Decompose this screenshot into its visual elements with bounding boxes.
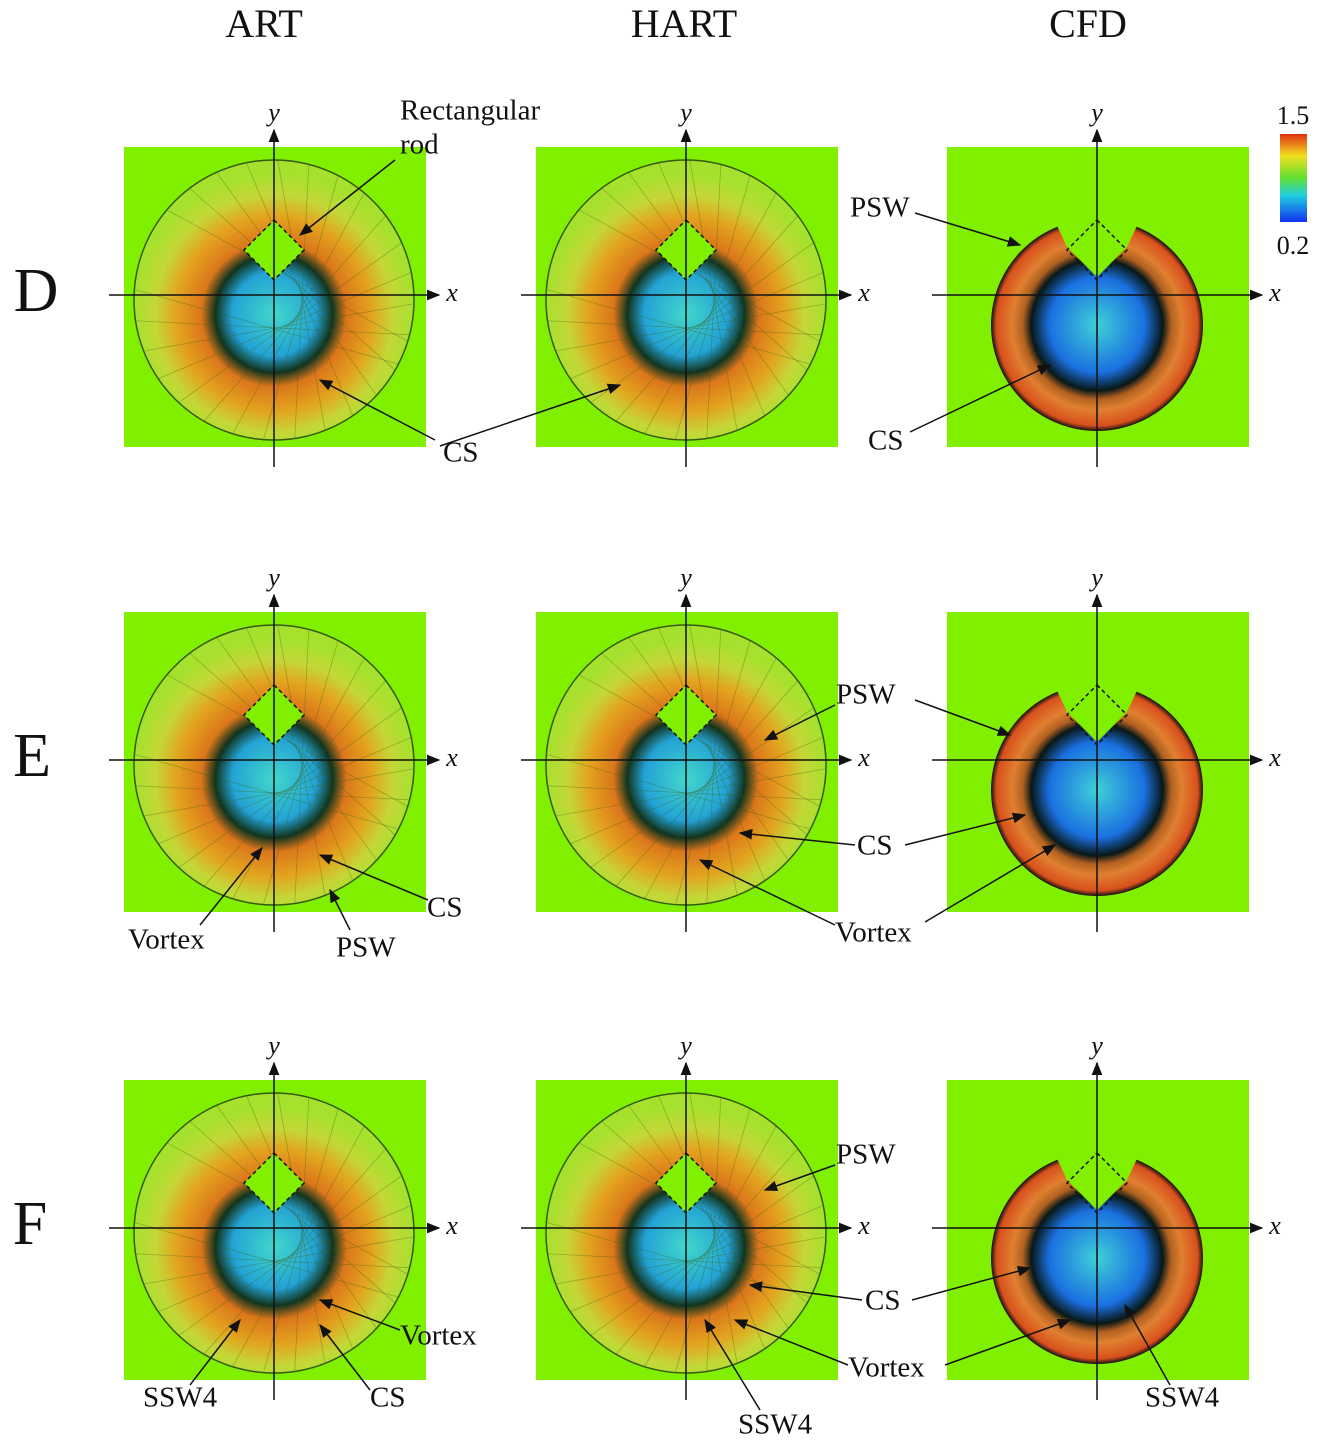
panel: yx — [109, 563, 458, 932]
annotation: Vortex — [848, 1352, 925, 1384]
column-header: HART — [631, 1, 737, 46]
panels: yxyxyxyxyxyxyxyxyx — [109, 98, 1281, 1400]
row-label: D — [14, 257, 59, 325]
annotation: Rectangular — [400, 95, 540, 127]
y-axis-label: y — [265, 1031, 280, 1060]
panel: yx — [932, 98, 1281, 467]
x-axis-label: x — [857, 1211, 870, 1240]
x-axis-label: x — [1268, 1211, 1281, 1240]
annotation: CS — [427, 892, 462, 924]
annotation: PSW — [850, 192, 910, 224]
panel: yx — [521, 1031, 870, 1400]
annotation: SSW4 — [1145, 1382, 1220, 1414]
panel: yx — [521, 563, 870, 932]
annotation: PSW — [336, 932, 396, 964]
y-axis-label: y — [1088, 98, 1103, 127]
annotation: Vortex — [128, 924, 205, 956]
x-axis-label: x — [1268, 278, 1281, 307]
y-axis-label: y — [1088, 1031, 1103, 1060]
x-axis-label: x — [445, 743, 458, 772]
annotation: PSW — [836, 1139, 896, 1171]
annotation: CS — [865, 1285, 900, 1317]
y-axis-label: y — [1088, 563, 1103, 592]
y-axis-label: y — [677, 563, 692, 592]
x-axis-label: x — [445, 1211, 458, 1240]
y-axis-label: y — [677, 1031, 692, 1060]
annotation: rod — [400, 129, 439, 161]
y-axis-label: y — [265, 98, 280, 127]
panel: yx — [932, 563, 1281, 932]
row-label: E — [13, 722, 51, 790]
annotation: Vortex — [835, 917, 912, 949]
annotation: CS — [370, 1382, 405, 1414]
annotation: SSW4 — [143, 1382, 218, 1414]
annotation: CS — [857, 830, 892, 862]
x-axis-label: x — [445, 278, 458, 307]
colorbar — [1280, 134, 1307, 222]
x-axis-label: x — [1268, 743, 1281, 772]
row-label: F — [13, 1190, 47, 1258]
annotation: CS — [443, 437, 478, 469]
y-axis-label: y — [677, 98, 692, 127]
annotation: PSW — [836, 679, 896, 711]
colorbar-min: 0.2 — [1277, 231, 1310, 260]
annotation: SSW4 — [738, 1409, 813, 1441]
column-header: CFD — [1049, 1, 1127, 46]
x-axis-label: x — [857, 278, 870, 307]
x-axis-label: x — [857, 743, 870, 772]
y-axis-label: y — [265, 563, 280, 592]
panel: yx — [932, 1031, 1281, 1400]
panel: yx — [521, 98, 870, 467]
column-header: ART — [225, 1, 303, 46]
annotation: Vortex — [400, 1320, 477, 1352]
colorbar-max: 1.5 — [1277, 101, 1310, 130]
figure: yxyxyxyxyxyxyxyxyx ART HART CFD D E F 1.… — [0, 0, 1330, 1445]
annotation: CS — [868, 425, 903, 457]
